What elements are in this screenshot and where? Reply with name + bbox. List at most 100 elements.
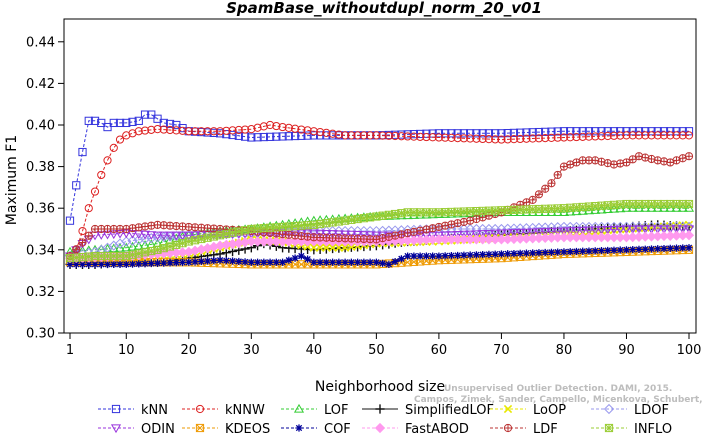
data-point bbox=[459, 129, 469, 138]
data-point-star bbox=[353, 215, 362, 223]
data-point bbox=[97, 170, 106, 180]
data-point bbox=[128, 260, 137, 268]
data-point bbox=[159, 118, 168, 128]
data-point bbox=[189, 231, 201, 241]
data-point bbox=[375, 404, 385, 414]
data-point bbox=[616, 246, 624, 254]
data-point bbox=[684, 127, 694, 136]
data-point bbox=[215, 127, 225, 136]
y-tick-label: 0.36 bbox=[26, 202, 55, 217]
data-point bbox=[671, 225, 682, 235]
data-point bbox=[197, 127, 206, 136]
data-point bbox=[616, 127, 625, 136]
data-point-star bbox=[153, 245, 162, 254]
data-point bbox=[110, 260, 118, 268]
y-tick-label: 0.30 bbox=[26, 327, 55, 342]
data-point bbox=[416, 132, 425, 141]
data-point bbox=[78, 147, 87, 157]
data-point-star bbox=[378, 211, 387, 220]
data-point-star bbox=[197, 235, 206, 243]
data-point-star bbox=[566, 203, 575, 212]
data-point-star bbox=[509, 205, 518, 214]
data-point bbox=[572, 132, 581, 142]
data-point bbox=[134, 116, 143, 125]
data-point bbox=[295, 424, 303, 432]
data-point bbox=[604, 246, 612, 255]
data-point bbox=[347, 258, 355, 266]
data-point-star bbox=[184, 237, 193, 246]
data-point-plus bbox=[78, 238, 87, 247]
x-tick-label: 20 bbox=[181, 343, 198, 358]
data-point bbox=[360, 258, 368, 266]
data-point bbox=[628, 127, 637, 136]
data-point-star bbox=[578, 202, 587, 211]
data-point bbox=[677, 225, 688, 235]
data-point bbox=[441, 252, 449, 260]
legend-item-lof: LOF bbox=[281, 403, 349, 418]
data-point-star bbox=[109, 252, 118, 260]
data-point bbox=[265, 132, 275, 141]
data-point-star bbox=[459, 207, 468, 216]
data-point bbox=[633, 225, 645, 235]
data-point bbox=[404, 252, 412, 260]
data-point-plus bbox=[566, 160, 574, 169]
data-point bbox=[478, 129, 487, 138]
data-point-star bbox=[541, 204, 550, 213]
data-point bbox=[297, 125, 306, 134]
data-point bbox=[546, 227, 557, 237]
data-point bbox=[435, 252, 443, 260]
data-point-star bbox=[653, 200, 662, 208]
data-point bbox=[365, 231, 376, 241]
data-point bbox=[378, 131, 387, 140]
data-point bbox=[147, 110, 156, 119]
data-point-star bbox=[409, 208, 418, 217]
data-point bbox=[640, 225, 651, 235]
data-point bbox=[228, 130, 237, 140]
data-point bbox=[665, 225, 676, 235]
data-point bbox=[652, 225, 663, 235]
data-point-star bbox=[222, 230, 231, 238]
data-point bbox=[309, 127, 318, 136]
data-point-star bbox=[103, 252, 112, 260]
data-point bbox=[658, 225, 670, 235]
data-point bbox=[683, 225, 695, 235]
data-point bbox=[409, 132, 418, 141]
data-point bbox=[579, 247, 587, 255]
data-point bbox=[597, 127, 606, 136]
data-point bbox=[321, 229, 332, 239]
data-point bbox=[284, 132, 293, 141]
data-point bbox=[453, 129, 462, 138]
data-point bbox=[372, 131, 381, 140]
data-point bbox=[477, 230, 488, 239]
data-point bbox=[433, 231, 444, 241]
data-point bbox=[659, 127, 669, 136]
data-point bbox=[447, 252, 456, 260]
data-point-star bbox=[309, 220, 318, 229]
data-point bbox=[296, 229, 307, 239]
data-point bbox=[316, 258, 324, 266]
data-point bbox=[165, 125, 175, 135]
data-point bbox=[533, 228, 545, 238]
series-layer bbox=[64, 110, 695, 269]
data-point-star bbox=[247, 225, 256, 233]
series-line bbox=[69, 224, 690, 261]
data-point bbox=[666, 131, 675, 140]
data-point bbox=[547, 127, 556, 136]
data-point bbox=[366, 258, 374, 266]
data-point bbox=[515, 228, 526, 238]
legend-label: INFLO bbox=[634, 422, 672, 434]
series-inflo bbox=[65, 199, 694, 263]
data-point bbox=[234, 125, 243, 135]
legend-label: COF bbox=[324, 422, 351, 434]
data-point bbox=[115, 135, 125, 144]
data-point bbox=[666, 127, 675, 136]
data-point bbox=[191, 258, 199, 266]
data-point-star bbox=[334, 217, 343, 226]
data-point bbox=[327, 230, 338, 239]
data-point-star bbox=[635, 200, 643, 208]
data-point-star bbox=[253, 224, 262, 233]
data-point-star bbox=[484, 206, 493, 215]
data-point bbox=[322, 131, 331, 140]
data-point bbox=[303, 131, 312, 140]
data-point bbox=[152, 231, 163, 241]
